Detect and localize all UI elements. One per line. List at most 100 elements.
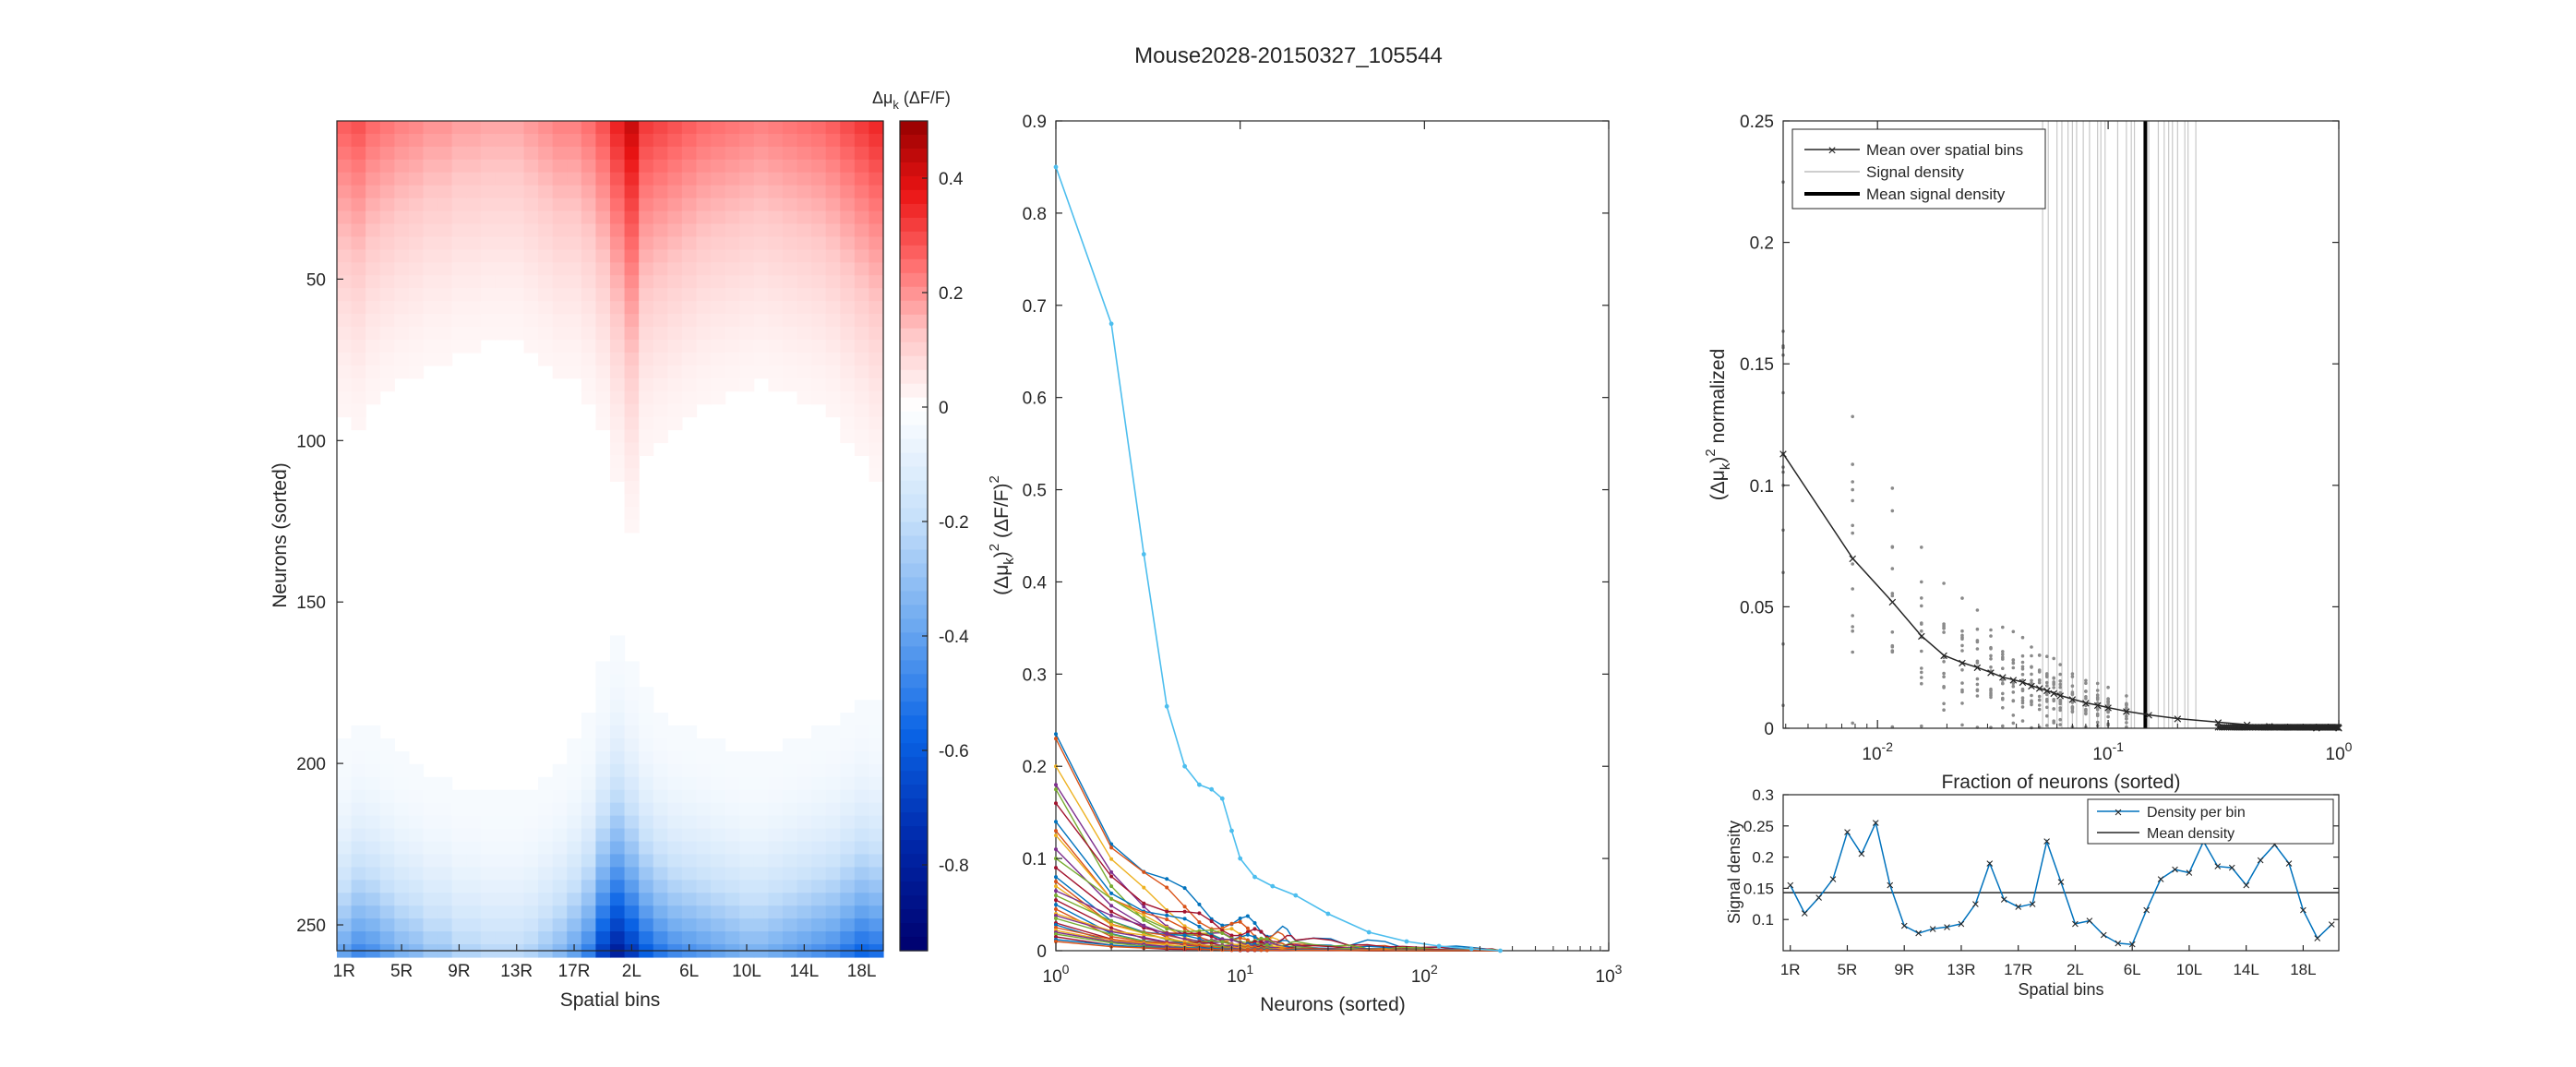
heatmap-cell <box>753 121 769 135</box>
heatmap-cell <box>768 378 784 392</box>
heatmap-cell <box>653 918 668 932</box>
highlight-series-point <box>1436 943 1442 949</box>
heatmap-cell <box>725 198 740 212</box>
line-y-tick-label: 0.2 <box>1023 758 1047 777</box>
heatmap-cell <box>437 172 453 186</box>
heatmap-cell <box>365 905 381 919</box>
heatmap-cell <box>394 327 410 341</box>
heatmap-cell <box>337 841 353 856</box>
heatmap-cell <box>869 763 884 778</box>
heatmap-cell <box>768 763 784 778</box>
heatmap-cell <box>466 893 482 906</box>
scatter-point <box>1975 682 1980 687</box>
heatmap-cell <box>725 249 740 263</box>
heatmap-cell <box>782 159 798 174</box>
heatmap-cell <box>437 198 453 212</box>
heatmap-cell <box>624 931 640 945</box>
heatmap-cell <box>639 854 654 869</box>
line-axes-box <box>1055 120 1610 952</box>
heatmap-cell <box>681 159 698 174</box>
heatmap-cell <box>437 339 453 354</box>
line-x-tick-label: 102 <box>1411 962 1438 987</box>
neuron-series-point <box>1109 923 1114 927</box>
scatter-point <box>2058 691 2062 695</box>
scatter-point <box>2106 697 2110 701</box>
neuron-series-point <box>1220 923 1225 928</box>
heatmap-cell <box>782 339 798 354</box>
line-y-tick-label: 0.3 <box>1023 665 1047 685</box>
heatmap-cell <box>869 262 884 276</box>
heatmap-cell <box>667 198 683 212</box>
heatmap-cell <box>696 867 712 881</box>
heatmap-cell <box>811 828 827 843</box>
heatmap-cell <box>854 210 870 225</box>
heatmap-cell <box>639 867 654 881</box>
heatmap-cell <box>480 146 496 161</box>
heatmap-cell <box>581 249 597 263</box>
heatmap-cell <box>869 223 884 238</box>
heatmap-cell <box>351 262 366 276</box>
heatmap-cell <box>451 223 467 238</box>
heatmap-cell <box>811 867 827 881</box>
scatter-point <box>2037 698 2042 702</box>
scatter-point <box>2052 656 2055 661</box>
neuron-series-point <box>1054 847 1058 852</box>
scatter-point <box>1920 681 1923 686</box>
heatmap-cell <box>394 763 410 778</box>
heatmap-cell <box>610 416 626 431</box>
heatmap-cell <box>610 893 626 906</box>
heatmap-cell <box>711 159 726 174</box>
heatmap-cell <box>825 223 841 238</box>
heatmap-cell <box>423 776 438 791</box>
heatmap-cell <box>681 210 698 225</box>
heatmap-cell <box>739 223 755 238</box>
neuron-series-point <box>1054 880 1058 884</box>
heatmap-cell <box>595 403 611 418</box>
heatmap-cell <box>581 262 597 276</box>
heatmap-cell <box>624 121 640 135</box>
heatmap-cell <box>379 236 395 250</box>
heatmap-cell <box>423 262 438 276</box>
heatmap-cell <box>768 146 784 161</box>
colorbar-segment <box>900 909 928 924</box>
heatmap-cell <box>624 198 640 212</box>
heatmap-cell <box>681 275 698 289</box>
mean-curve-marker: × <box>2330 719 2339 737</box>
heatmap-cell <box>811 738 827 752</box>
mean-curve-marker: × <box>2255 719 2264 737</box>
heatmap-cell <box>681 750 698 765</box>
colorbar-segment <box>900 522 928 537</box>
heatmap-cell <box>739 133 755 148</box>
heatmap-cell <box>509 841 525 856</box>
heatmap-cell <box>379 918 395 932</box>
heatmap-cell <box>869 738 884 752</box>
heatmap-cell <box>408 789 425 804</box>
heatmap-cell <box>696 750 712 765</box>
heatmap-cell <box>610 339 626 354</box>
neuron-series-point <box>1054 787 1058 792</box>
mean-curve-marker: × <box>2289 719 2298 737</box>
density-x-tick-label: 6L <box>2124 961 2141 978</box>
heatmap-cell <box>667 738 683 752</box>
heatmap-cell <box>423 918 438 932</box>
heatmap-cell <box>379 815 395 830</box>
heatmap-cell <box>610 648 626 662</box>
heatmap-cell <box>696 210 712 225</box>
heatmap-cell <box>351 121 366 135</box>
scatter-point <box>1851 625 1854 629</box>
density-marker: × <box>2157 871 2165 887</box>
heatmap-cell <box>840 365 856 379</box>
heatmap-cell <box>667 763 683 778</box>
neuron-series-point <box>1245 926 1250 930</box>
heatmap-cell <box>552 931 568 945</box>
heatmap-cell <box>538 867 554 881</box>
neuron-series-point <box>1054 893 1058 898</box>
heatmap-cell <box>337 763 353 778</box>
mean-curve-marker: × <box>1917 628 1926 645</box>
heatmap-cell <box>811 301 827 315</box>
heatmap-cell <box>567 828 582 843</box>
heatmap-cell <box>394 198 410 212</box>
scatter-axes-box <box>1782 120 2340 729</box>
heatmap-cell <box>538 802 554 817</box>
heatmap-cell <box>509 854 525 869</box>
